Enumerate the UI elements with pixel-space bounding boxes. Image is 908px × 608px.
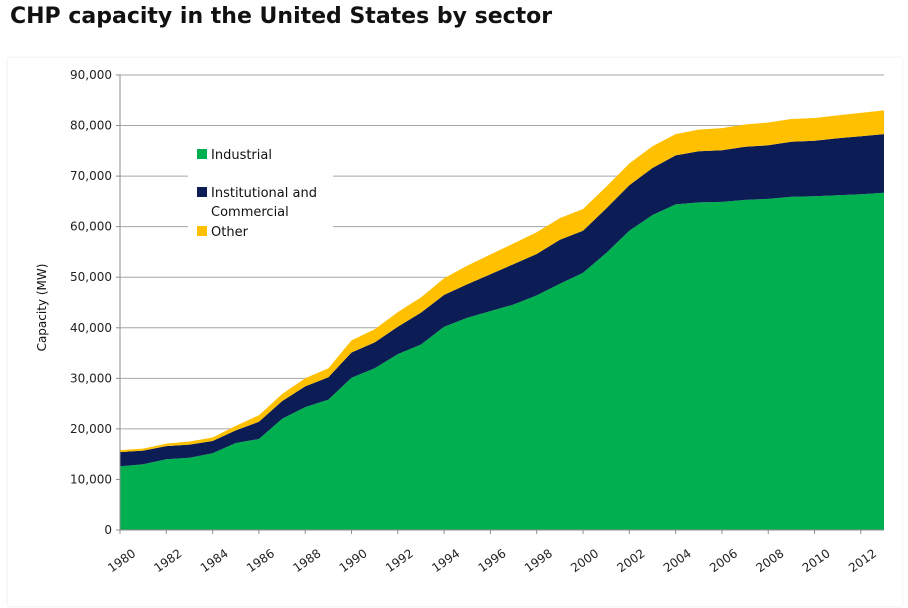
legend-swatch-industrial [197,149,207,159]
y-axis-title: Capacity (MW) [35,264,49,352]
y-tick-label: 80,000 [70,119,112,133]
legend-label-other: Other [211,225,249,240]
page-title: CHP capacity in the United States by sec… [10,4,553,29]
area-industrial [120,192,884,531]
legend-swatch-institutional-and-commercial [197,187,207,197]
x-tick-label: 2012 [846,546,879,575]
x-tick-label: 1996 [476,546,509,575]
y-tick-label: 90,000 [70,68,112,82]
legend-label-institutional-and-commercial: Institutional and Commercial [211,186,317,220]
x-tick-label: 1994 [429,546,462,575]
chp-capacity-area-chart: 0 10,000 20,000 30,000 40,000 50,000 60,000 70,… [35,68,884,575]
chart-panel: 0 10,000 20,000 30,000 40,000 50,000 60,000 70,… [8,58,902,606]
x-tick-label: 2006 [707,546,740,575]
x-tick-label: 2008 [753,546,786,575]
legend: Industrial Institutional and Commercial Oth… [188,138,333,258]
legend-label-industrial: Industrial [211,148,272,163]
y-tick-label: 40,000 [70,321,112,335]
y-tick-label: 30,000 [70,371,112,385]
x-tick-label: 1998 [522,546,555,575]
legend-background [188,138,333,258]
legend-swatch-other [197,226,207,236]
area-institutional-and-commercial [120,134,884,467]
x-tick-label: 1984 [198,546,231,575]
y-tick-label: 70,000 [70,169,112,183]
x-tick-label: 1982 [151,546,184,575]
x-tick-label: 2002 [615,546,648,575]
x-tick-label: 1990 [337,546,370,575]
y-tick-label: 10,000 [70,472,112,486]
x-tick-label: 1986 [244,546,277,575]
x-tick-label: 2000 [568,546,601,575]
y-tick-label: 60,000 [70,220,112,234]
y-tick-label: 50,000 [70,270,112,284]
x-tick-label: 1992 [383,546,416,575]
y-tick-label: 0 [104,523,112,537]
y-tick-label: 20,000 [70,422,112,436]
x-tick-label: 1980 [105,546,138,575]
x-tick-label: 2004 [661,546,694,575]
x-tick-label: 2010 [800,546,833,575]
stacked-areas [120,110,884,531]
x-tick-label: 1988 [290,546,323,575]
